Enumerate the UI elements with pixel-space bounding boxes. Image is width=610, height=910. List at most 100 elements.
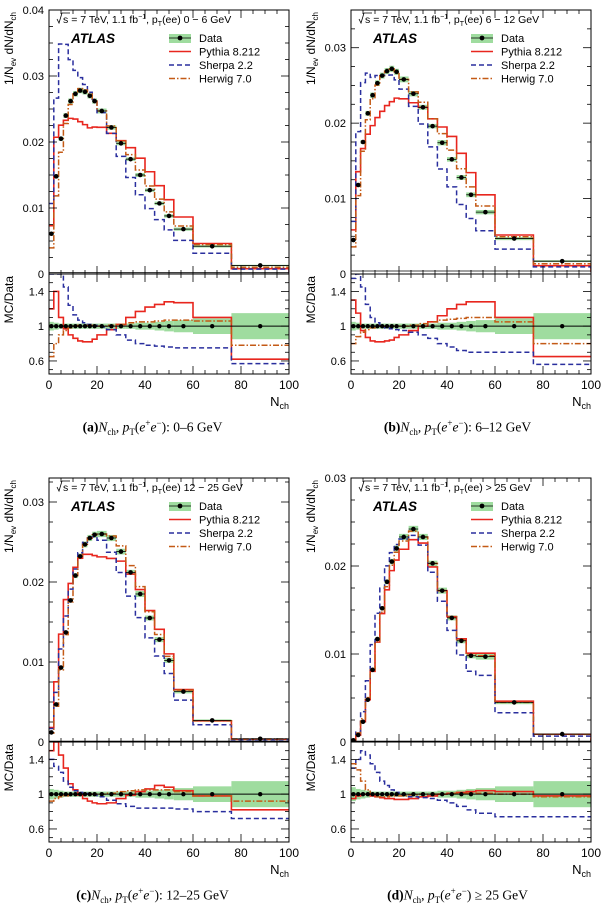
ratio-point: [365, 323, 370, 329]
ratio-y-tick-label: 0.6: [29, 824, 44, 836]
data-point: [109, 125, 114, 130]
ratio-point: [430, 791, 435, 797]
caption-c: (c)Nch, pT(e+e−): 12–25 GeV: [76, 886, 229, 906]
x-tick-label: 20: [392, 378, 406, 392]
y-tick-label: 0.01: [23, 203, 44, 215]
data-point: [181, 226, 186, 232]
data-point: [468, 192, 474, 198]
x-tick-label: 100: [581, 846, 601, 860]
x-tick-label: 60: [488, 846, 502, 860]
data-point: [449, 615, 455, 621]
main-plot: [49, 530, 289, 742]
x-tick-label: 100: [279, 378, 299, 392]
data-point: [63, 630, 69, 635]
ratio-point: [68, 791, 73, 797]
x-axis-label: Nch: [270, 862, 289, 879]
ratio-point: [99, 791, 105, 797]
y-tick-label: 0.01: [325, 649, 346, 661]
caption-b: (b)Nch, pT(e+e−): 6–12 GeV: [383, 418, 532, 438]
herwig-series: [351, 68, 591, 272]
data-point: [137, 591, 143, 597]
pythia-series: [49, 553, 289, 742]
legend-herwig-label: Herwig 7.0: [501, 74, 554, 86]
y-tick-label: 0.03: [325, 473, 346, 485]
herwig-ratio: [49, 789, 289, 802]
ratio-point: [411, 323, 416, 329]
data-point: [58, 665, 64, 670]
sqrt-symbol: [358, 12, 372, 25]
data-point: [147, 615, 153, 621]
sherpa-series: [49, 43, 289, 274]
ratio-point: [360, 323, 366, 329]
ratio-point: [420, 323, 426, 329]
data-point: [430, 123, 435, 129]
sherpa-series: [351, 534, 591, 742]
ratio-point: [384, 323, 390, 329]
ratio-point: [512, 791, 517, 797]
ratio-point: [300, 792, 304, 796]
data-point: [166, 658, 172, 663]
ratio-point: [118, 791, 124, 797]
y-axis-label: 1/Nev dN/dNch: [304, 12, 320, 85]
ratio-point: [157, 791, 162, 797]
data-point: [118, 141, 124, 146]
ratio-point: [63, 323, 68, 329]
ratio-point: [109, 791, 114, 797]
legend-data-label: Data: [501, 501, 525, 513]
data-point: [559, 731, 565, 737]
pythia-ratio: [351, 299, 591, 358]
ratio-y-tick-label: 1: [340, 789, 346, 801]
x-tick-label: 40: [440, 846, 454, 860]
ratio-point: [459, 323, 464, 329]
legend-data-marker: [177, 503, 183, 509]
ratio-y-tick-label: 0.6: [331, 824, 346, 836]
legend-data-marker: [177, 35, 183, 41]
data-point: [459, 638, 464, 644]
sqrt-symbol: [56, 480, 70, 493]
sherpa-ratio: [351, 274, 591, 366]
ratio-point: [483, 323, 488, 329]
data-point: [209, 718, 215, 723]
panel-c: 0 20 40 60 80 100 Nch 0 0.01 0.02 0.03 0.6 1 1.4 1/Nev…: [2, 477, 299, 879]
pythia-series: [351, 538, 591, 742]
atlas-label: ATLAS: [70, 499, 115, 514]
data-point: [420, 105, 426, 110]
x-tick-label: 20: [392, 846, 406, 860]
y-tick-label: 0.02: [23, 577, 44, 589]
atlas-label: ATLAS: [372, 31, 417, 46]
data-point: [181, 689, 186, 694]
x-axis-label: Nch: [572, 394, 591, 411]
data-point: [92, 98, 97, 104]
data-point: [137, 172, 143, 178]
ratio-point: [394, 323, 399, 329]
data-point: [128, 156, 133, 162]
ratio-point: [375, 323, 380, 329]
x-tick-label: 40: [440, 378, 454, 392]
ratio-y-tick-label: 1.4: [331, 754, 346, 766]
data-point: [77, 554, 83, 559]
ratio-point: [384, 791, 390, 797]
main-plot: [351, 525, 591, 742]
ratio-point: [420, 791, 426, 797]
x-tick-label: 20: [90, 378, 104, 392]
data-point: [209, 243, 215, 249]
data-point: [360, 139, 366, 145]
ratio-point: [375, 791, 380, 797]
legend-data-label: Data: [501, 33, 525, 45]
ratio-point: [73, 791, 78, 797]
x-tick-label: 80: [536, 846, 550, 860]
ratio-point: [0, 324, 2, 328]
data-point: [375, 636, 380, 642]
sherpa-series: [49, 536, 289, 742]
atlas-label: ATLAS: [372, 499, 417, 514]
ratio-y-axis-label: MC/Data: [2, 744, 16, 792]
ratio-point: [380, 791, 385, 797]
y-tick-label: 0.01: [23, 657, 44, 669]
x-tick-label: 40: [138, 846, 152, 860]
data-point: [511, 700, 517, 705]
data-point: [0, 270, 2, 275]
data-point: [411, 526, 416, 532]
